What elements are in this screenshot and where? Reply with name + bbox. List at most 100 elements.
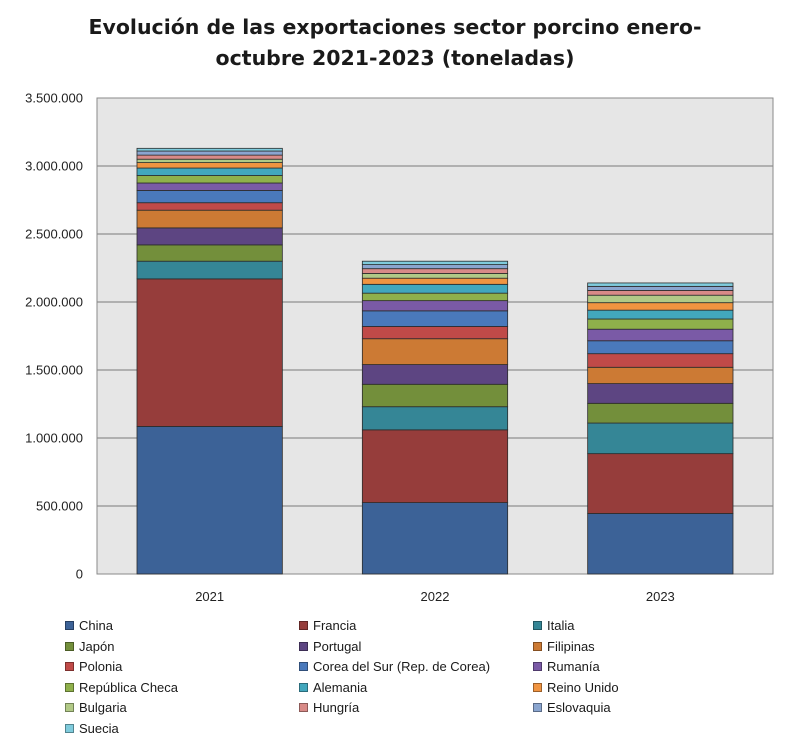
legend-label: Suecia bbox=[79, 720, 119, 736]
legend-swatch bbox=[299, 641, 308, 651]
bar-segment bbox=[361, 264, 509, 270]
legend-item: Japón bbox=[65, 637, 299, 657]
legend-label: Japón bbox=[79, 638, 115, 654]
legend-swatch bbox=[533, 682, 542, 692]
bar-segment bbox=[136, 209, 283, 229]
y-tick-label: 3.500.000 bbox=[25, 91, 83, 106]
y-tick-label: 500.000 bbox=[36, 499, 83, 514]
legend-swatch bbox=[65, 662, 74, 672]
legend-swatch bbox=[65, 703, 74, 713]
legend-swatch bbox=[299, 703, 308, 713]
bar-segment bbox=[587, 282, 734, 287]
bar-segment bbox=[136, 278, 283, 427]
chart-title-line-1: Evolución de las exportaciones sector po… bbox=[88, 15, 702, 39]
bar-segment bbox=[361, 260, 509, 266]
bar-segment bbox=[361, 326, 509, 340]
y-tick-label: 1.000.000 bbox=[25, 431, 83, 446]
bar-segment bbox=[587, 309, 734, 320]
bar-segment bbox=[587, 366, 734, 384]
y-tick-label: 2.500.000 bbox=[25, 227, 83, 242]
legend-swatch bbox=[533, 621, 542, 631]
y-tick-label: 0 bbox=[76, 567, 83, 582]
legend-item: Portugal bbox=[299, 637, 533, 657]
legend-label: Reino Unido bbox=[547, 679, 619, 695]
legend-label: Eslovaquia bbox=[547, 700, 611, 716]
bar-segment bbox=[361, 268, 509, 274]
bar-segment bbox=[136, 190, 283, 204]
bar-segment bbox=[587, 290, 734, 296]
legend: China Francia Italia Japón Portugal Filipinas… bbox=[65, 616, 765, 738]
legend-label: Francia bbox=[313, 618, 357, 634]
legend-label: China bbox=[79, 618, 113, 634]
legend-swatch bbox=[65, 621, 74, 631]
legend-label: Italia bbox=[547, 618, 575, 634]
bar-segment bbox=[136, 260, 283, 280]
bar-segment bbox=[136, 167, 283, 176]
legend-item: República Checa bbox=[65, 678, 299, 698]
x-tick-label: 2022 bbox=[421, 589, 450, 604]
legend-label: Rumanía bbox=[547, 659, 600, 675]
legend-label: Corea del Sur (Rep. de Corea) bbox=[313, 659, 491, 675]
bar-segment bbox=[587, 402, 734, 424]
legend-label: Bulgaria bbox=[79, 700, 127, 716]
legend-item: Hungría bbox=[299, 698, 533, 718]
y-tick-label: 1.500.000 bbox=[25, 363, 83, 378]
legend-item: Bulgaria bbox=[65, 698, 299, 718]
bar-segment bbox=[587, 294, 734, 304]
legend-swatch bbox=[533, 641, 542, 651]
bar-segment bbox=[587, 285, 734, 291]
legend-label: Polonia bbox=[79, 659, 123, 675]
bar-segment bbox=[587, 340, 734, 355]
legend-swatch bbox=[65, 641, 74, 651]
bar-stack bbox=[587, 282, 734, 575]
bar-segment bbox=[587, 383, 734, 404]
legend-swatch bbox=[299, 682, 308, 692]
bar-segment bbox=[136, 175, 283, 184]
bar-segment bbox=[587, 328, 734, 342]
legend-swatch bbox=[533, 662, 542, 672]
legend-item: Eslovaquia bbox=[533, 698, 767, 718]
bar-stack bbox=[136, 147, 283, 575]
bar-segment bbox=[361, 502, 509, 575]
x-tick-label: 2021 bbox=[195, 589, 224, 604]
bar-segment bbox=[361, 310, 509, 327]
bar-segment bbox=[361, 277, 509, 285]
legend-label: Filipinas bbox=[547, 638, 595, 654]
bar-segment bbox=[587, 513, 734, 575]
bar-segment bbox=[361, 406, 509, 431]
legend-label: República Checa bbox=[79, 679, 179, 695]
legend-swatch bbox=[299, 621, 308, 631]
bar-segment bbox=[136, 154, 283, 160]
bar-segment bbox=[136, 162, 283, 169]
legend-swatch bbox=[533, 703, 542, 713]
bar-segment bbox=[136, 147, 283, 152]
legend-item: Rumanía bbox=[533, 657, 767, 677]
legend-item: Reino Unido bbox=[533, 678, 767, 698]
legend-item: Suecia bbox=[65, 719, 299, 739]
bar-segment bbox=[136, 182, 283, 191]
y-tick-label: 2.000.000 bbox=[25, 295, 83, 310]
bar-segment bbox=[361, 383, 509, 408]
legend-swatch bbox=[65, 682, 74, 692]
legend-label: Hungría bbox=[313, 700, 360, 716]
y-tick-label: 3.000.000 bbox=[25, 159, 83, 174]
legend-item: Francia bbox=[299, 616, 533, 636]
bar-segment bbox=[361, 429, 509, 503]
bar-segment bbox=[587, 302, 734, 311]
bar-segment bbox=[136, 244, 283, 262]
legend-item: Corea del Sur (Rep. de Corea) bbox=[299, 657, 533, 677]
legend-swatch bbox=[65, 723, 74, 733]
legend-label: Alemania bbox=[313, 679, 368, 695]
legend-item: Italia bbox=[533, 616, 767, 636]
bar-segment bbox=[361, 338, 509, 365]
bar-segment bbox=[361, 364, 509, 385]
bar-segment bbox=[136, 227, 283, 246]
chart-title-line-2: octubre 2021-2023 (toneladas) bbox=[215, 46, 575, 70]
bar-segment bbox=[361, 292, 509, 302]
bar-segment bbox=[361, 283, 509, 294]
bar-segment bbox=[361, 300, 509, 312]
bar-segment bbox=[587, 353, 734, 368]
bar-segment bbox=[587, 422, 734, 455]
